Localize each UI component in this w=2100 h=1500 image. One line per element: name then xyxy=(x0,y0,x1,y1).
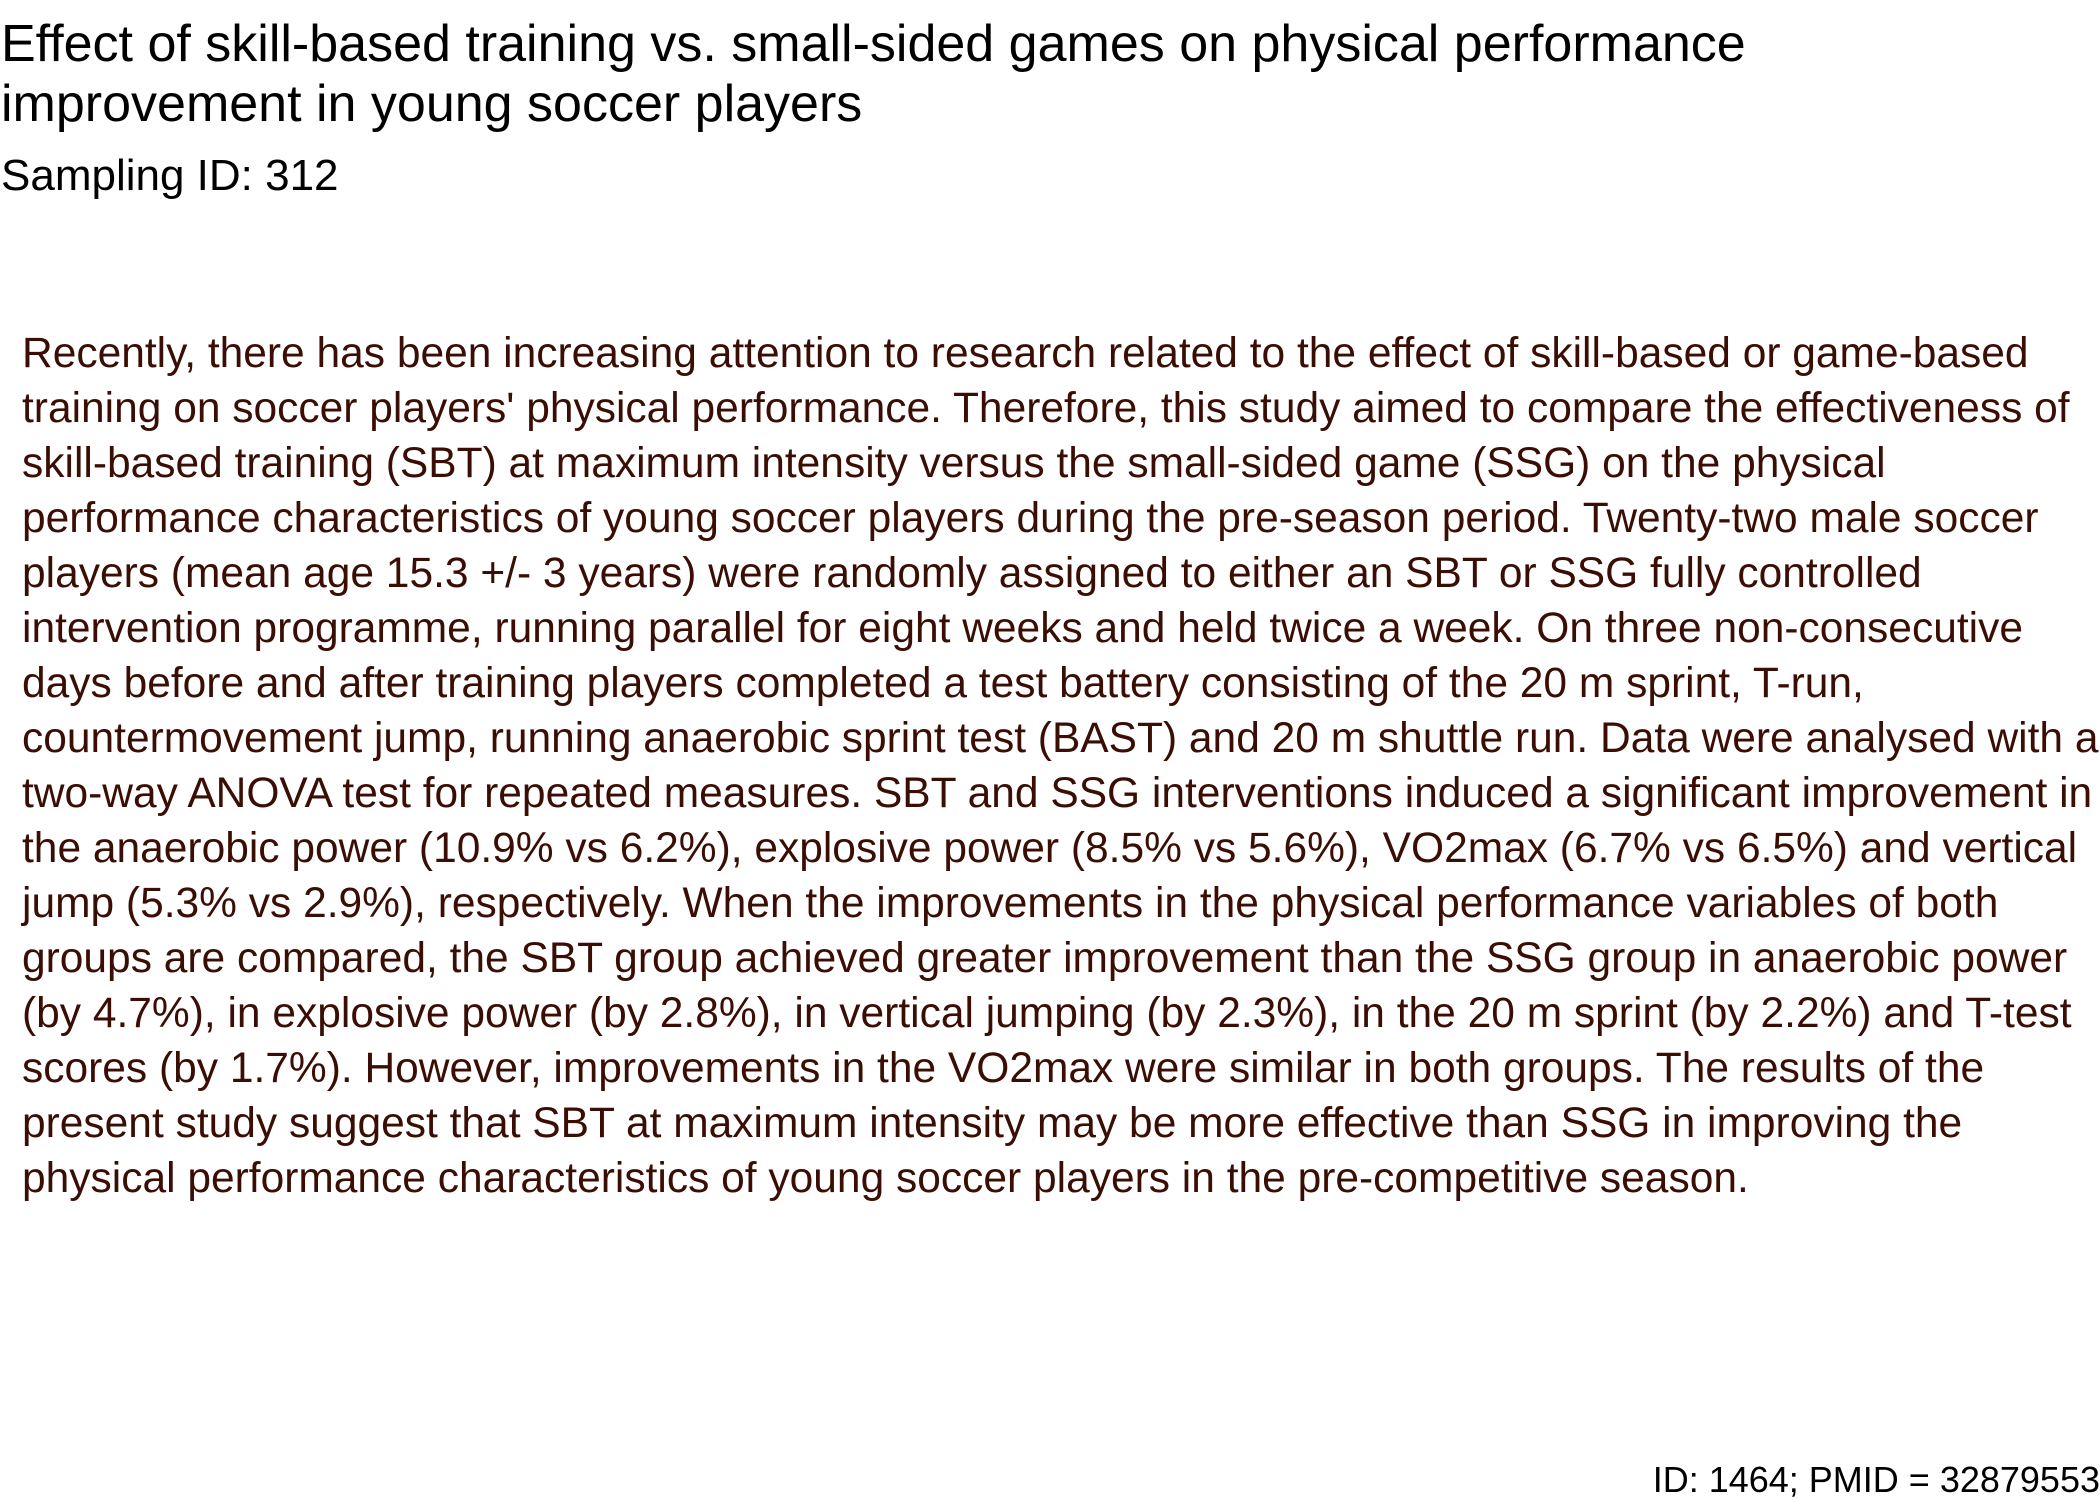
record-id: ID: 1464; PMID = 32879553 xyxy=(1652,1459,2100,1500)
sampling-id: Sampling ID: 312 xyxy=(1,151,339,200)
abstract-text: Recently, there has been increasing atte… xyxy=(22,330,2099,1202)
document-title: Effect of skill-based training vs. small… xyxy=(1,15,1746,133)
